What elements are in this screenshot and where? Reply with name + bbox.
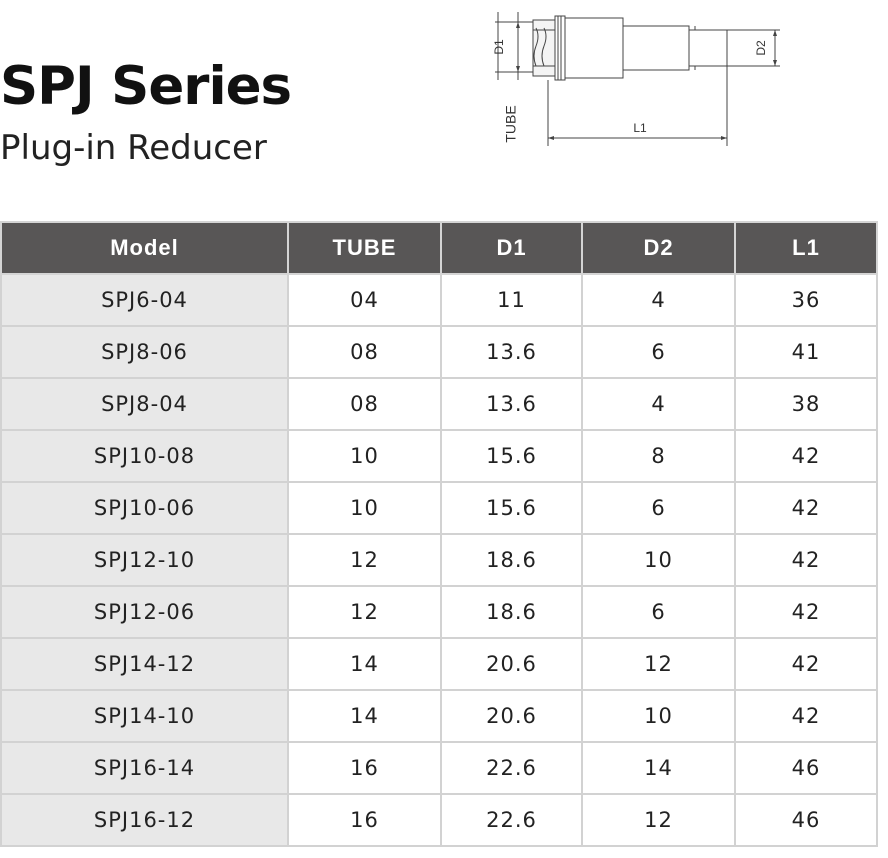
column-header-d2: D2 [581,221,736,275]
release-collar [554,15,624,81]
l1-cell: 42 [734,637,878,691]
tube-cell: 10 [287,429,442,483]
tube-label: TUBE [503,105,519,142]
d1-cell: 15.6 [440,429,583,483]
plug-stem [622,25,728,71]
tube-cell: 16 [287,793,442,847]
table-row: SPJ10-06 10 15.6 6 42 [0,481,878,535]
d2-cell: 4 [581,377,736,431]
tube-cell: 08 [287,377,442,431]
spec-table-body: SPJ6-04 04 11 4 36 SPJ8-06 08 13.6 6 41 … [0,273,878,847]
model-cell: SPJ16-14 [0,741,289,795]
l1-cell: 46 [734,793,878,847]
page-title: SPJ Series [0,56,292,117]
tube-cell: 08 [287,325,442,379]
l1-cell: 42 [734,429,878,483]
l1-dimension: L1 [547,66,728,146]
d2-cell: 12 [581,793,736,847]
l1-cell: 42 [734,533,878,587]
d2-label: D2 [754,40,768,56]
tube-cell: 12 [287,585,442,639]
tube-cell: 10 [287,481,442,535]
spec-table-head: Model TUBE D1 D2 L1 [0,221,878,275]
tube-cell: 14 [287,637,442,691]
d2-cell: 10 [581,689,736,743]
model-cell: SPJ8-04 [0,377,289,431]
d2-cell: 12 [581,637,736,691]
table-row: SPJ12-10 12 18.6 10 42 [0,533,878,587]
d2-cell: 10 [581,533,736,587]
d1-cell: 22.6 [440,793,583,847]
table-row: SPJ10-08 10 15.6 8 42 [0,429,878,483]
l1-cell: 42 [734,481,878,535]
l1-cell: 46 [734,741,878,795]
d2-cell: 8 [581,429,736,483]
model-cell: SPJ10-08 [0,429,289,483]
l1-cell: 38 [734,377,878,431]
table-row: SPJ16-12 16 22.6 12 46 [0,793,878,847]
d1-cell: 13.6 [440,377,583,431]
tube-cell: 12 [287,533,442,587]
l1-cell: 36 [734,273,878,327]
d2-dimension: D2 [727,29,780,67]
header-row: Model TUBE D1 D2 L1 [0,221,878,275]
model-cell: SPJ12-10 [0,533,289,587]
table-row: SPJ14-12 14 20.6 12 42 [0,637,878,691]
l1-cell: 42 [734,585,878,639]
column-header-tube: TUBE [287,221,442,275]
column-header-l1: L1 [734,221,878,275]
table-row: SPJ14-10 14 20.6 10 42 [0,689,878,743]
table-row: SPJ12-06 12 18.6 6 42 [0,585,878,639]
d2-cell: 14 [581,741,736,795]
model-cell: SPJ10-06 [0,481,289,535]
page-subtitle: Plug-in Reducer [0,128,267,168]
d1-cell: 18.6 [440,585,583,639]
d1-cell: 11 [440,273,583,327]
d1-dimension: D1 [492,12,538,80]
model-cell: SPJ6-04 [0,273,289,327]
table-row: SPJ6-04 04 11 4 36 [0,273,878,327]
d1-cell: 20.6 [440,689,583,743]
model-cell: SPJ12-06 [0,585,289,639]
d2-cell: 6 [581,325,736,379]
model-cell: SPJ8-06 [0,325,289,379]
l1-cell: 42 [734,689,878,743]
column-header-d1: D1 [440,221,583,275]
d2-cell: 4 [581,273,736,327]
model-cell: SPJ16-12 [0,793,289,847]
tube-cell: 14 [287,689,442,743]
d1-cell: 22.6 [440,741,583,795]
spec-table: Model TUBE D1 D2 L1 SPJ6-04 04 11 4 36 S… [0,221,878,847]
l1-label: L1 [633,121,647,135]
d1-cell: 20.6 [440,637,583,691]
model-cell: SPJ14-10 [0,689,289,743]
table-row: SPJ8-04 08 13.6 4 38 [0,377,878,431]
l1-cell: 41 [734,325,878,379]
d1-label: D1 [492,39,506,55]
d1-cell: 15.6 [440,481,583,535]
d2-cell: 6 [581,585,736,639]
tube-cell: 16 [287,741,442,795]
d2-cell: 6 [581,481,736,535]
fitting-dimension-diagram: D1 D2 L1 TUBE [492,12,780,146]
column-header-model: Model [0,221,289,275]
table-row: SPJ8-06 08 13.6 6 41 [0,325,878,379]
model-cell: SPJ14-12 [0,637,289,691]
table-row: SPJ16-14 16 22.6 14 46 [0,741,878,795]
tube-cell: 04 [287,273,442,327]
d1-cell: 13.6 [440,325,583,379]
tube-body [532,19,556,77]
d1-cell: 18.6 [440,533,583,587]
